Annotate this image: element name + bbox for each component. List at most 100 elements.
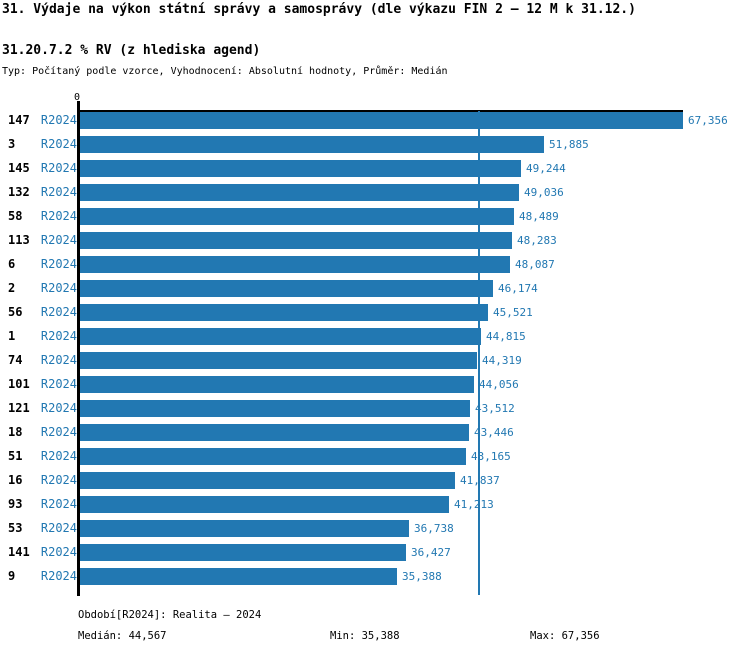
value-label: 43,446 <box>474 426 514 439</box>
bar-row: 113 R2024 48,283 <box>0 232 750 249</box>
series-label: R2024 <box>40 137 77 151</box>
category-label: 93 <box>8 497 23 511</box>
bar-row: 53 R2024 36,738 <box>0 520 750 537</box>
bar <box>80 304 488 321</box>
value-label: 48,489 <box>519 210 559 223</box>
bar <box>80 472 455 489</box>
bar <box>80 208 514 225</box>
value-label: 43,512 <box>475 402 515 415</box>
x-axis-line <box>77 110 683 112</box>
series-label: R2024 <box>40 257 77 271</box>
series-label: R2024 <box>40 305 77 319</box>
series-label: R2024 <box>40 353 77 367</box>
bar-row: 18 R2024 43,446 <box>0 424 750 441</box>
value-label: 48,283 <box>517 234 557 247</box>
value-label: 49,036 <box>524 186 564 199</box>
series-label: R2024 <box>40 401 77 415</box>
bar-row: 93 R2024 41,213 <box>0 496 750 513</box>
bar-row: 3 R2024 51,885 <box>0 136 750 153</box>
indicator-title: 31.20.7.2 % RV (z hlediska agend) <box>2 43 261 58</box>
bar <box>80 256 510 273</box>
category-label: 9 <box>8 569 16 583</box>
category-label: 56 <box>8 305 23 319</box>
category-label: 6 <box>8 257 16 271</box>
min-stat-label: Min: 35,388 <box>330 630 400 642</box>
series-label: R2024 <box>40 209 77 223</box>
bar <box>80 232 512 249</box>
category-label: 132 <box>8 185 30 199</box>
median-stat-label: Medián: 44,567 <box>78 630 167 642</box>
bar-row: 101 R2024 44,056 <box>0 376 750 393</box>
max-stat-label: Max: 67,356 <box>530 630 600 642</box>
bar <box>80 352 477 369</box>
median-line <box>478 111 480 595</box>
bar <box>80 328 481 345</box>
category-label: 2 <box>8 281 16 295</box>
value-label: 46,174 <box>498 282 538 295</box>
bar <box>80 184 519 201</box>
bar-row: 132 R2024 49,036 <box>0 184 750 201</box>
series-label: R2024 <box>40 185 77 199</box>
category-label: 121 <box>8 401 30 415</box>
series-label: R2024 <box>40 377 77 391</box>
series-label: R2024 <box>40 473 77 487</box>
category-label: 58 <box>8 209 23 223</box>
category-label: 1 <box>8 329 16 343</box>
period-label: Období[R2024]: Realita – 2024 <box>78 609 262 621</box>
bar-row: 1 R2024 44,815 <box>0 328 750 345</box>
bar <box>80 112 683 129</box>
category-label: 18 <box>8 425 23 439</box>
value-label: 45,521 <box>493 306 533 319</box>
value-label: 44,056 <box>479 378 519 391</box>
series-label: R2024 <box>40 281 77 295</box>
category-label: 113 <box>8 233 30 247</box>
bar-row: 16 R2024 41,837 <box>0 472 750 489</box>
series-label: R2024 <box>40 449 77 463</box>
bar-row: 141 R2024 36,427 <box>0 544 750 561</box>
value-label: 35,388 <box>402 570 442 583</box>
category-label: 53 <box>8 521 23 535</box>
bar-row: 51 R2024 43,165 <box>0 448 750 465</box>
value-label: 44,319 <box>482 354 522 367</box>
series-label: R2024 <box>40 161 77 175</box>
series-label: R2024 <box>40 233 77 247</box>
series-label: R2024 <box>40 521 77 535</box>
bar <box>80 448 466 465</box>
bar-row: 56 R2024 45,521 <box>0 304 750 321</box>
series-label: R2024 <box>40 113 77 127</box>
value-label: 48,087 <box>515 258 555 271</box>
value-label: 44,815 <box>486 330 526 343</box>
category-label: 16 <box>8 473 23 487</box>
category-label: 101 <box>8 377 30 391</box>
value-label: 36,427 <box>411 546 451 559</box>
category-label: 145 <box>8 161 30 175</box>
bar-row: 6 R2024 48,087 <box>0 256 750 273</box>
report-title: 31. Výdaje na výkon státní správy a samo… <box>2 2 636 17</box>
bar-row: 121 R2024 43,512 <box>0 400 750 417</box>
bar <box>80 136 544 153</box>
x-axis-zero-label: 0 <box>74 92 81 103</box>
bar <box>80 280 493 297</box>
series-label: R2024 <box>40 545 77 559</box>
bar <box>80 400 470 417</box>
value-label: 41,837 <box>460 474 500 487</box>
bar <box>80 376 474 393</box>
category-label: 74 <box>8 353 23 367</box>
bar-row: 2 R2024 46,174 <box>0 280 750 297</box>
bar-row: 9 R2024 35,388 <box>0 568 750 585</box>
series-label: R2024 <box>40 569 77 583</box>
category-label: 51 <box>8 449 23 463</box>
meta-line: Typ: Počítaný podle vzorce, Vyhodnocení:… <box>2 66 448 77</box>
bar <box>80 496 449 513</box>
bar <box>80 568 397 585</box>
series-label: R2024 <box>40 425 77 439</box>
bar <box>80 424 469 441</box>
value-label: 41,213 <box>454 498 494 511</box>
series-label: R2024 <box>40 497 77 511</box>
category-label: 141 <box>8 545 30 559</box>
bar-row: 58 R2024 48,489 <box>0 208 750 225</box>
bar <box>80 520 409 537</box>
value-label: 49,244 <box>526 162 566 175</box>
value-label: 43,165 <box>471 450 511 463</box>
bar-row: 145 R2024 49,244 <box>0 160 750 177</box>
